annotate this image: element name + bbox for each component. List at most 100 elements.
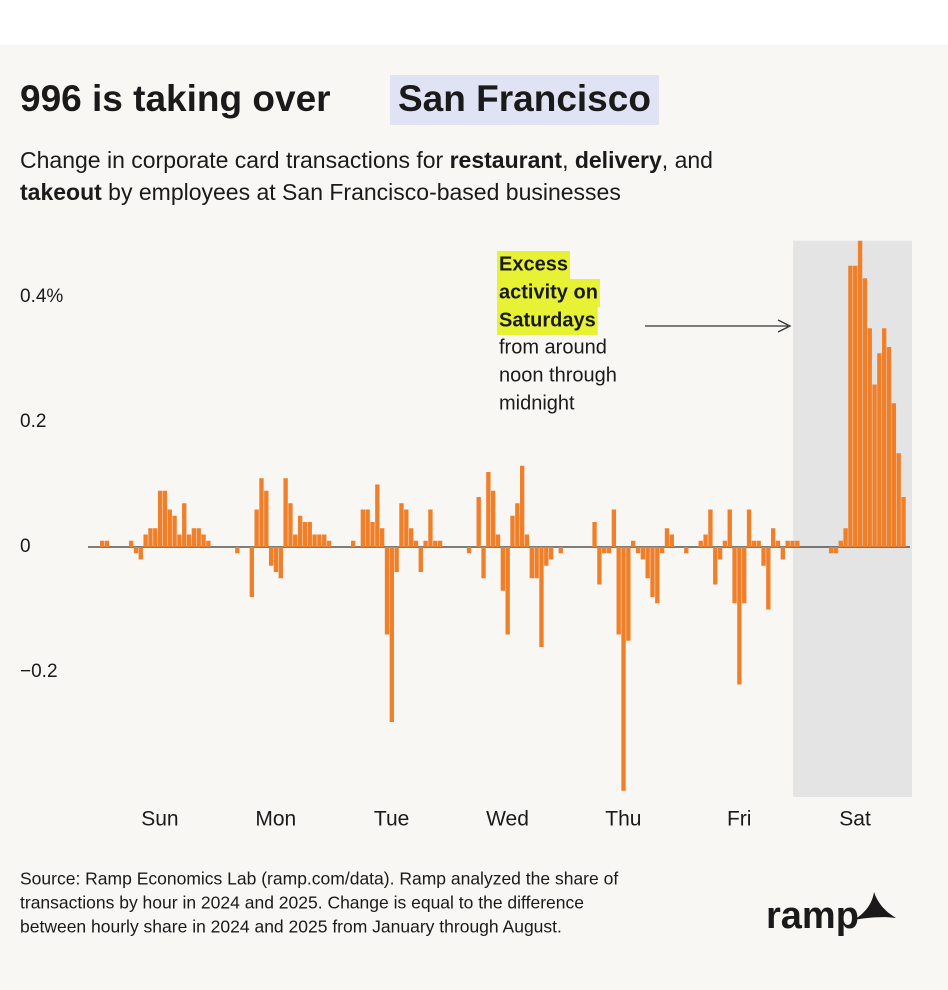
bar (249, 547, 254, 597)
bar (761, 547, 766, 566)
bar (491, 490, 496, 547)
bar (616, 547, 621, 635)
bar (534, 547, 539, 579)
bar (524, 534, 530, 547)
bar (742, 547, 747, 604)
bar (848, 265, 853, 547)
x-tick-label: Fri (727, 808, 752, 831)
bar (529, 547, 534, 579)
bar (771, 528, 776, 547)
bar (795, 540, 800, 547)
bar (602, 547, 607, 554)
bar (872, 384, 877, 547)
bar (495, 534, 501, 547)
bar (466, 547, 472, 554)
bar (510, 515, 515, 547)
bar (544, 547, 549, 566)
y-tick-label: 0.4% (20, 286, 63, 307)
y-tick-label: −0.2 (20, 661, 58, 682)
bar (104, 540, 110, 547)
bar (351, 540, 356, 547)
bar (394, 547, 399, 572)
bar (413, 540, 419, 547)
bar (539, 547, 544, 647)
bar (857, 240, 863, 547)
bar (862, 278, 868, 547)
bar (766, 547, 771, 610)
bar (727, 509, 732, 547)
bar (698, 540, 703, 547)
bar (100, 540, 105, 547)
bar (790, 540, 795, 547)
subtitle-part: takeout (20, 179, 102, 205)
bar (162, 490, 168, 547)
bar (838, 540, 843, 547)
bar (703, 534, 708, 547)
bar (843, 528, 848, 547)
bar (650, 547, 655, 597)
bar (143, 534, 148, 547)
subtitle: Change in corporate card transactions fo… (20, 147, 713, 173)
bar (293, 534, 298, 547)
bar (283, 478, 288, 547)
logo-icon (854, 892, 896, 920)
chart-title-highlight: San Francisco (398, 78, 651, 119)
bar (360, 509, 366, 547)
subtitle-part: restaurant (450, 147, 563, 173)
bar (370, 522, 375, 547)
bar (891, 403, 897, 547)
bar (133, 547, 139, 554)
bar (833, 547, 839, 554)
x-tick-label: Wed (486, 808, 529, 831)
bar (148, 528, 153, 547)
bar (708, 509, 713, 547)
bar (505, 547, 510, 635)
annotation-highlight-box (497, 251, 570, 279)
bar (307, 522, 312, 547)
x-tick-label: Thu (605, 808, 641, 831)
bar (167, 509, 172, 547)
annotation-highlight: Saturdays (499, 309, 596, 331)
bar (756, 540, 761, 547)
bar (153, 528, 158, 547)
bar (746, 509, 752, 547)
bar (278, 547, 283, 579)
bar (655, 547, 660, 604)
subtitle-part: Change in corporate card transactions fo… (20, 147, 450, 173)
bar (437, 540, 443, 547)
bar (882, 328, 887, 547)
bar (157, 490, 163, 547)
bar (722, 540, 728, 547)
bar (404, 509, 409, 547)
chart-title: 996 is taking over (20, 78, 331, 119)
source-note: Source: Ramp Economics Lab (ramp.com/dat… (20, 869, 618, 889)
bar (196, 528, 201, 547)
annotation-text: midnight (499, 392, 575, 414)
y-tick-label: 0 (20, 536, 31, 557)
bar (384, 547, 390, 635)
bar (621, 547, 626, 791)
bar (273, 547, 279, 572)
bar (877, 353, 882, 547)
bar (717, 547, 723, 560)
annotation-highlight-box (497, 279, 600, 307)
x-tick-label: Tue (374, 808, 409, 831)
bar (606, 547, 612, 554)
bar (268, 547, 274, 566)
bar (399, 503, 404, 547)
bar (500, 547, 506, 591)
bar (515, 503, 520, 547)
bar (201, 534, 206, 547)
bar (423, 540, 428, 547)
annotation-arrowhead (777, 319, 792, 333)
bar (138, 547, 143, 560)
bar (780, 547, 786, 560)
bar (418, 547, 423, 572)
bar (389, 547, 394, 722)
bar (645, 547, 650, 579)
annotation-text: from around (499, 336, 607, 358)
x-tick-label: Sun (141, 808, 178, 831)
logo-mark (854, 892, 896, 920)
annotation-highlight: Excess (499, 253, 568, 275)
